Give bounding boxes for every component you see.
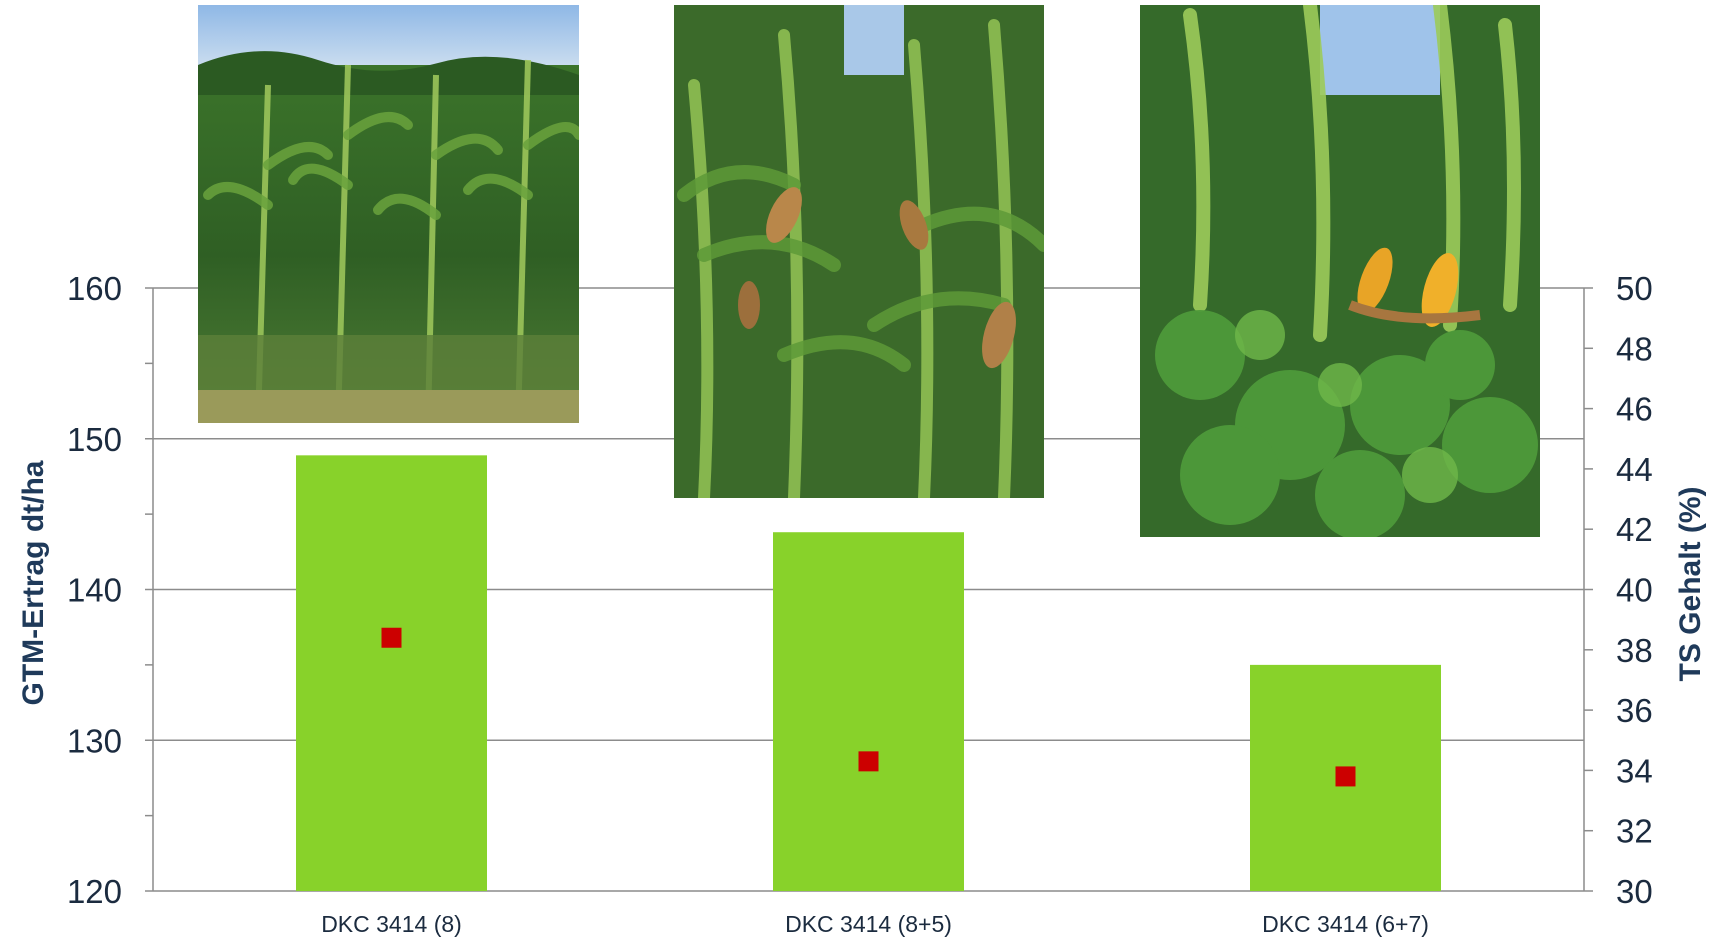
y-tick-label-right: 34 xyxy=(1616,752,1653,789)
y-tick-label-right: 32 xyxy=(1616,813,1653,850)
y-tick-label-right: 46 xyxy=(1616,391,1653,428)
maize-field-photo-1 xyxy=(198,5,579,423)
y-tick-label: 160 xyxy=(67,270,122,307)
y-axis-title-right: TS Gehalt (%) xyxy=(1674,486,1707,681)
marker xyxy=(381,627,402,648)
y-tick-label-right: 48 xyxy=(1616,330,1653,367)
y-tick-label: 120 xyxy=(67,873,122,910)
maize-field-photo-3 xyxy=(1140,5,1540,537)
marker xyxy=(858,751,879,772)
y-tick-label-right: 38 xyxy=(1616,632,1653,669)
bar xyxy=(296,455,487,891)
category-labels: DKC 3414 (8) DKC 3414 (8+5) DKC 3414 (6+7) xyxy=(321,911,1429,937)
marker xyxy=(1335,766,1356,787)
y-tick-label: 140 xyxy=(67,572,122,609)
y-tick-label: 150 xyxy=(67,421,122,458)
markers xyxy=(381,627,1356,787)
y-tick-label: 130 xyxy=(67,722,122,759)
tick-labels: 120 130 140 150 160 30 32 34 36 38 40 42 44 46 48 50 xyxy=(67,270,1653,910)
bar xyxy=(773,532,964,891)
y-tick-label-right: 42 xyxy=(1616,511,1653,548)
y-tick-label-right: 36 xyxy=(1616,692,1653,729)
axes xyxy=(145,287,1593,892)
y-tick-label-right: 30 xyxy=(1616,873,1653,910)
x-tick-label: DKC 3414 (8+5) xyxy=(785,911,952,937)
y-tick-label-right: 40 xyxy=(1616,572,1653,609)
maize-field-photo-2 xyxy=(674,5,1044,498)
y-tick-label-right: 44 xyxy=(1616,451,1653,488)
x-tick-label: DKC 3414 (8) xyxy=(321,911,462,937)
y-axis-title: GTM-Ertrag dt/ha xyxy=(17,460,50,705)
x-tick-label: DKC 3414 (6+7) xyxy=(1262,911,1429,937)
y-tick-label-right: 50 xyxy=(1616,270,1653,307)
bars xyxy=(296,455,1441,891)
